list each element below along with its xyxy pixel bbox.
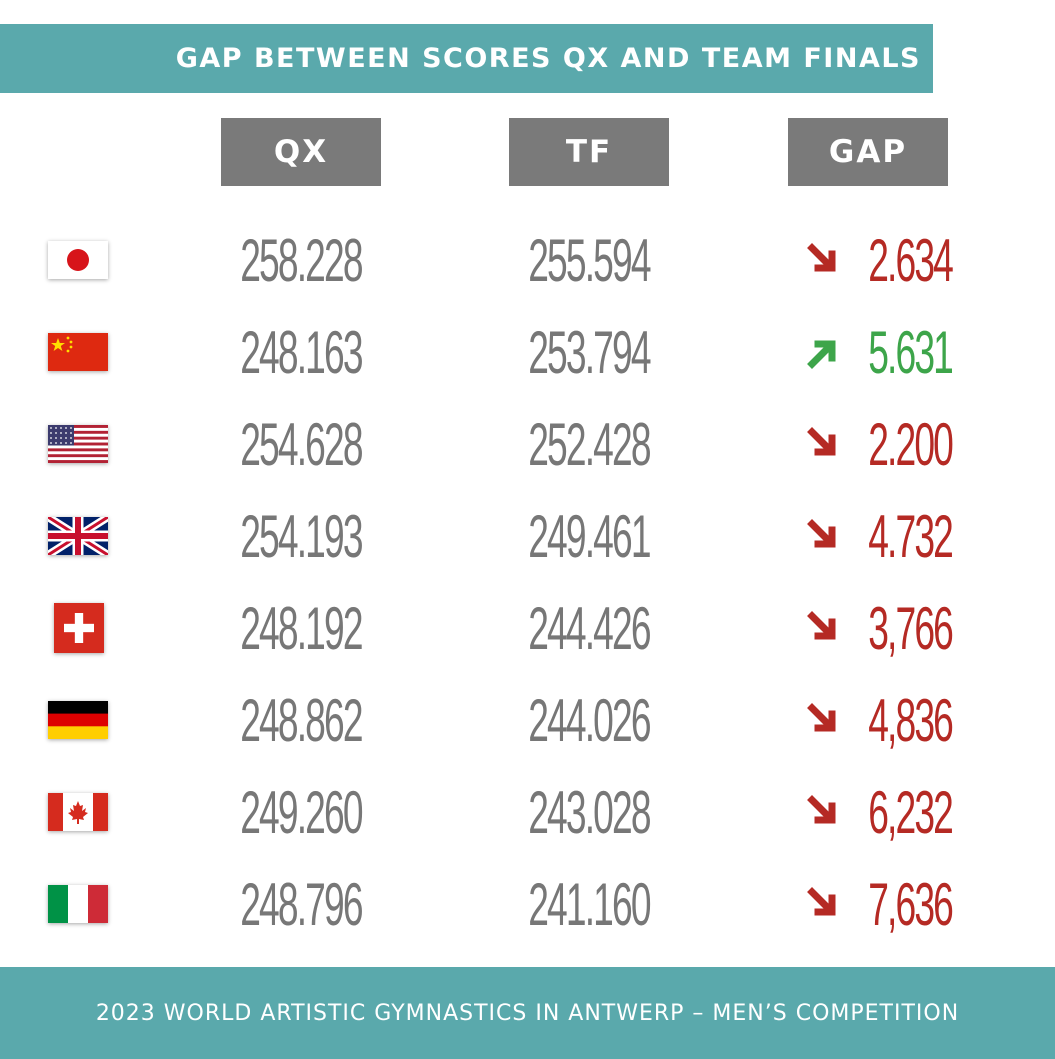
qx-score: 258.228 — [240, 226, 363, 294]
great-britain-flag-icon — [48, 517, 108, 555]
japan-flag-icon — [48, 241, 108, 279]
column-header-qx: QX — [221, 118, 381, 186]
down-arrow-icon — [807, 243, 836, 272]
italy-flag-icon — [48, 885, 108, 923]
qx-score: 254.193 — [240, 502, 363, 570]
table-row: 248.862 244.026 4,836 — [0, 674, 1055, 766]
column-header-tf: TF — [509, 118, 669, 186]
gap-value: 5.631 — [868, 318, 954, 386]
gap-value: 2.200 — [868, 410, 954, 478]
table-row: 254.628 252.428 2.200 — [0, 398, 1055, 490]
tf-score: 241.160 — [528, 870, 651, 938]
tf-score: 255.594 — [528, 226, 651, 294]
table-row: 248.796 241.160 7,636 — [0, 858, 1055, 950]
china-flag-icon — [48, 333, 108, 371]
qx-score: 248.862 — [240, 686, 363, 754]
gap-cell: 5.631 — [792, 306, 954, 398]
table-row: 248.192 244.426 3,766 — [0, 582, 1055, 674]
tf-score: 244.426 — [528, 594, 651, 662]
gap-cell: 6,232 — [792, 766, 954, 858]
gap-value: 2.634 — [868, 226, 954, 294]
down-arrow-icon — [807, 703, 836, 732]
chart-title: GAP BETWEEN SCORES QX AND TEAM FINALS — [0, 24, 933, 93]
qx-score: 248.192 — [240, 594, 363, 662]
qx-score: 254.628 — [240, 410, 363, 478]
gap-cell: 3,766 — [792, 582, 954, 674]
gap-value: 4.732 — [868, 502, 954, 570]
table-row: 248.163 253.794 5.631 — [0, 306, 1055, 398]
gap-cell: 4,836 — [792, 674, 954, 766]
gap-cell: 7,636 — [792, 858, 954, 950]
gap-cell: 2.200 — [792, 398, 954, 490]
gap-value: 7,636 — [868, 870, 954, 938]
canada-flag-icon — [48, 793, 108, 831]
down-arrow-icon — [807, 611, 836, 640]
gap-cell: 4.732 — [792, 490, 954, 582]
down-arrow-icon — [807, 519, 836, 548]
table-row: 258.228 255.594 2.634 — [0, 214, 1055, 306]
usa-flag-icon — [48, 425, 108, 463]
tf-score: 249.461 — [528, 502, 651, 570]
tf-score: 253.794 — [528, 318, 651, 386]
down-arrow-icon — [807, 795, 836, 824]
qx-score: 248.163 — [240, 318, 363, 386]
switzerland-flag-icon — [54, 603, 104, 653]
table-row: 254.193 249.461 4.732 — [0, 490, 1055, 582]
table-row: 249.260 243.028 6,232 — [0, 766, 1055, 858]
qx-score: 249.260 — [240, 778, 363, 846]
column-header-gap: GAP — [788, 118, 948, 186]
tf-score: 244.026 — [528, 686, 651, 754]
gap-value: 3,766 — [868, 594, 954, 662]
down-arrow-icon — [807, 887, 836, 916]
gap-value: 6,232 — [868, 778, 954, 846]
up-arrow-icon — [807, 340, 836, 369]
qx-score: 248.796 — [240, 870, 363, 938]
down-arrow-icon — [807, 427, 836, 456]
germany-flag-icon — [48, 701, 108, 739]
tf-score: 243.028 — [528, 778, 651, 846]
gap-cell: 2.634 — [792, 214, 954, 306]
footer-caption: 2023 WORLD ARTISTIC GYMNASTICS IN ANTWER… — [0, 967, 1055, 1059]
gap-value: 4,836 — [868, 686, 954, 754]
tf-score: 252.428 — [528, 410, 651, 478]
